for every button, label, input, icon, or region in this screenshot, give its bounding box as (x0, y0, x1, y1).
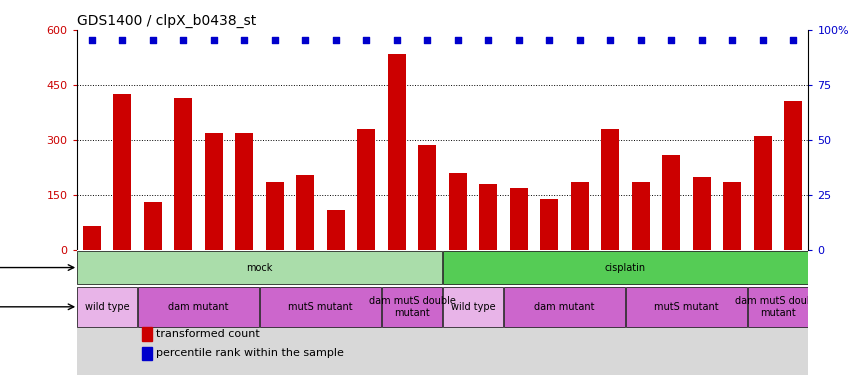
Point (725, 37, 739, 43)
Bar (601, 129, 620, 250)
Point (207, 37, 220, 43)
Point (359, 37, 373, 43)
Point (482, 37, 495, 43)
Point (695, 37, 709, 43)
Bar (693, 177, 711, 250)
Bar (266, 182, 284, 250)
Text: mutS mutant: mutS mutant (288, 302, 353, 312)
Bar (479, 184, 497, 250)
Text: dam mutant: dam mutant (534, 302, 595, 312)
Bar (540, 199, 558, 250)
Bar (387, 54, 406, 250)
FancyBboxPatch shape (748, 286, 808, 327)
Point (542, 37, 556, 43)
FancyBboxPatch shape (626, 286, 747, 327)
Point (786, 37, 800, 43)
Point (176, 37, 190, 43)
Point (299, 37, 312, 43)
Text: transformed count: transformed count (156, 329, 260, 339)
Bar (418, 146, 437, 250)
Text: wild type: wild type (451, 302, 495, 312)
Text: wild type: wild type (85, 302, 129, 312)
Bar (144, 202, 162, 250)
FancyBboxPatch shape (260, 286, 381, 327)
Bar (631, 182, 650, 250)
Point (116, 37, 129, 43)
Text: cisplatin: cisplatin (605, 262, 646, 273)
Bar (296, 175, 314, 250)
Bar (662, 154, 680, 250)
Text: GDS1400 / clpX_b0438_st: GDS1400 / clpX_b0438_st (77, 13, 256, 28)
Text: percentile rank within the sample: percentile rank within the sample (156, 348, 344, 358)
Point (329, 37, 343, 43)
Bar (142, 347, 152, 360)
Point (573, 37, 586, 43)
Point (85, 37, 99, 43)
Text: mutS mutant: mutS mutant (654, 302, 719, 312)
Point (603, 37, 617, 43)
Bar (327, 210, 345, 250)
Point (390, 37, 403, 43)
FancyBboxPatch shape (77, 251, 442, 284)
Point (420, 37, 434, 43)
Bar (235, 133, 254, 250)
Bar (570, 182, 589, 250)
FancyBboxPatch shape (382, 286, 442, 327)
FancyBboxPatch shape (443, 286, 503, 327)
Point (451, 37, 465, 43)
Bar (113, 94, 131, 250)
Point (756, 37, 769, 43)
Bar (357, 129, 375, 250)
Text: dam mutS double
mutant: dam mutS double mutant (368, 296, 455, 318)
Bar (142, 327, 152, 341)
Bar (174, 98, 192, 250)
Bar (510, 188, 528, 250)
Point (634, 37, 648, 43)
Point (146, 37, 160, 43)
Bar (83, 226, 101, 250)
Bar (753, 136, 772, 250)
Point (665, 37, 678, 43)
Text: dam mutant: dam mutant (168, 302, 229, 312)
FancyBboxPatch shape (443, 251, 808, 284)
Point (237, 37, 251, 43)
Bar (448, 173, 467, 250)
Bar (784, 102, 802, 250)
Text: dam mutS double
mutant: dam mutS double mutant (734, 296, 821, 318)
Point (512, 37, 526, 43)
FancyBboxPatch shape (504, 286, 625, 327)
Point (268, 37, 282, 43)
Bar (77, 250, 808, 375)
Bar (204, 133, 223, 250)
FancyBboxPatch shape (77, 286, 137, 327)
FancyBboxPatch shape (138, 286, 259, 327)
Bar (723, 182, 741, 250)
Text: mock: mock (247, 262, 272, 273)
